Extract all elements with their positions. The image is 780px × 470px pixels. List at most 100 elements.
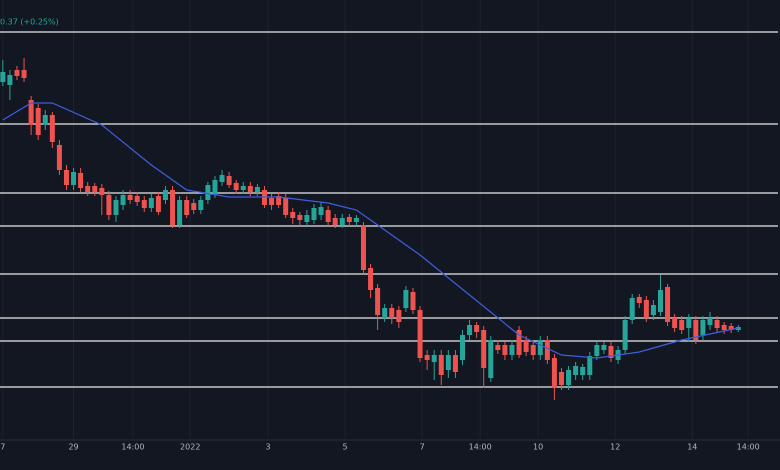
candle-body: [452, 355, 458, 372]
candle-body: [226, 176, 232, 185]
candle-body: [368, 268, 374, 290]
x-tick-label: 3: [265, 443, 270, 452]
candle-body: [85, 186, 91, 192]
candle-body: [170, 190, 176, 225]
candle-body: [184, 200, 190, 215]
candle-body: [120, 195, 126, 205]
candle-body: [339, 218, 345, 225]
candle-body: [382, 308, 388, 318]
candle-body: [141, 200, 147, 208]
x-tick-label: 5: [343, 443, 348, 452]
candle-body: [445, 355, 451, 370]
candle-body: [63, 170, 69, 185]
candle-body: [665, 287, 671, 322]
candle-body: [629, 298, 635, 320]
candle-body: [643, 300, 649, 318]
candle-body: [636, 297, 642, 303]
moving-average: [2, 102, 739, 359]
candle-body: [127, 195, 133, 200]
candle-body: [311, 208, 317, 220]
candle-body: [304, 215, 310, 222]
x-tick-label: 14: [687, 443, 697, 452]
candle-body: [254, 187, 260, 192]
candle-body: [240, 186, 246, 190]
candle-body: [177, 200, 183, 225]
candle-body: [516, 330, 522, 355]
candle-body: [148, 198, 154, 208]
candle-body: [481, 330, 487, 368]
candle-body: [325, 210, 331, 222]
x-tick-label: 29: [68, 443, 78, 452]
x-tick-label: 14:00: [737, 443, 760, 452]
candle-body: [502, 345, 508, 355]
candle-body: [714, 320, 720, 328]
candle-body: [191, 203, 197, 210]
candle-body: [247, 186, 253, 192]
candle-body: [389, 308, 395, 318]
candle-body: [318, 207, 324, 215]
candle-body: [42, 115, 48, 125]
candle-body: [474, 325, 480, 332]
candle-body: [35, 108, 41, 135]
candle-body: [587, 356, 593, 375]
candle-body: [566, 370, 572, 385]
candle-body: [424, 355, 430, 360]
x-tick-label: 14:00: [469, 443, 492, 452]
candle-body: [410, 292, 416, 310]
candle-body: [707, 318, 713, 325]
candle-body: [495, 345, 501, 350]
candle-body: [530, 345, 536, 355]
candle-body: [721, 325, 727, 330]
candle-body: [523, 340, 529, 352]
candle-body: [28, 100, 34, 125]
candle-body: [360, 225, 366, 270]
candle-body: [219, 175, 225, 182]
candle-body: [205, 185, 211, 200]
candle-body: [0, 72, 6, 82]
candle-body: [650, 305, 656, 315]
candle-body: [608, 346, 614, 358]
candle-body: [14, 70, 20, 76]
candle-body: [417, 310, 423, 358]
candle-body: [56, 145, 62, 170]
x-tick-label: 14:00: [121, 443, 144, 452]
candle-body: [558, 372, 564, 385]
candle-body: [297, 215, 303, 220]
candle-body: [106, 195, 112, 215]
status-text: 0.37 (+0.25%): [0, 18, 59, 27]
candle-body: [212, 180, 218, 195]
candle-body: [49, 115, 55, 142]
candle-body: [601, 345, 607, 350]
x-tick-label: 12: [610, 443, 620, 452]
candle-body: [92, 186, 98, 192]
candle-body: [459, 335, 465, 360]
candle-body: [580, 367, 586, 375]
candle-body: [269, 198, 275, 205]
candle-body: [672, 318, 678, 328]
candle-body: [353, 218, 359, 222]
candle-body: [276, 196, 282, 205]
candle-body: [467, 325, 473, 335]
candle-body: [403, 290, 409, 308]
candle-body: [686, 318, 692, 328]
candle-body: [162, 190, 168, 200]
candle-body: [283, 198, 289, 215]
candle-body: [551, 358, 557, 388]
candle-body: [488, 340, 494, 378]
candle-body: [375, 288, 381, 315]
candle-body: [396, 310, 402, 322]
candle-body: [71, 172, 77, 185]
candle-body: [198, 200, 204, 210]
candle-body: [622, 320, 628, 350]
candle-body: [693, 320, 699, 340]
candle-body: [332, 218, 338, 225]
x-tick-label: 7: [420, 443, 425, 452]
candle-body: [99, 188, 105, 195]
candle-body: [346, 217, 352, 222]
candle-body: [438, 355, 444, 375]
candle-body: [728, 326, 734, 330]
candle-body: [7, 75, 13, 85]
